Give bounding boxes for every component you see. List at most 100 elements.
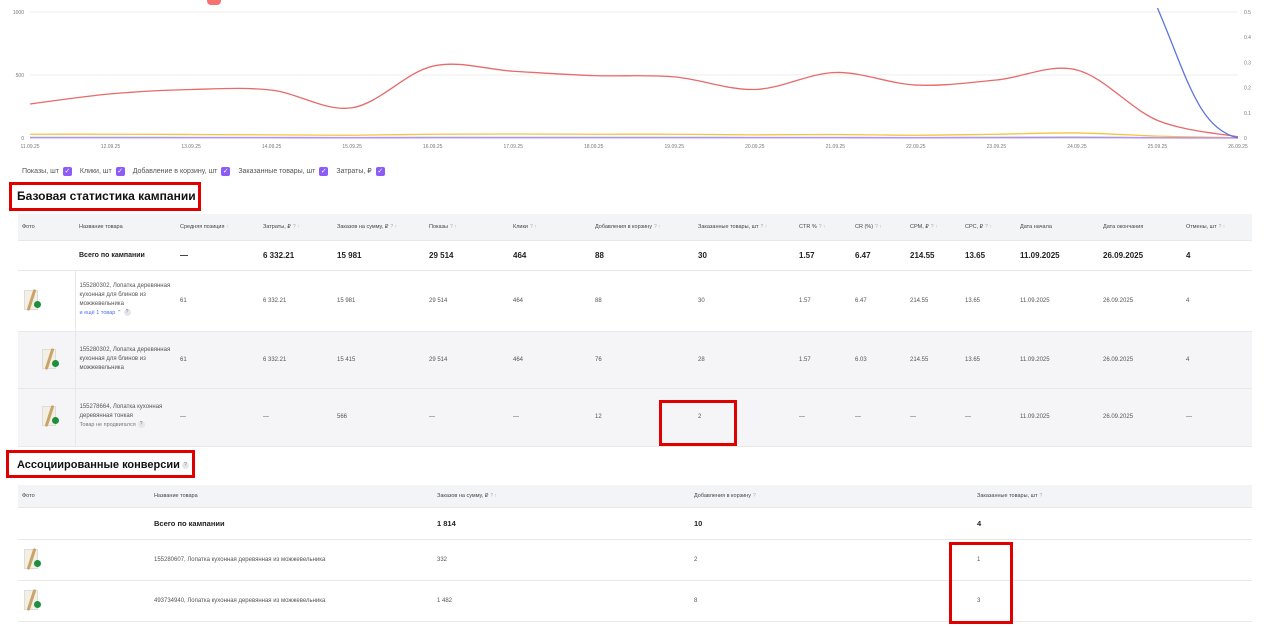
checkbox-checked-icon[interactable]: ✓ <box>375 166 385 176</box>
help-icon: ? <box>752 492 756 499</box>
sort-arrow-icon: ↑ <box>226 223 229 230</box>
cell: 11.09.2025 <box>1020 297 1050 304</box>
cell-name: 493734940, Лопатка кухонная деревянная и… <box>154 597 326 604</box>
sort-arrow-icon: ? ↑ <box>1218 223 1226 230</box>
more-products-link[interactable]: и ещё 1 товар ⌃ <box>79 310 122 317</box>
cell: — <box>263 414 269 420</box>
series-line-1 <box>29 132 1239 139</box>
cell: 76 <box>595 356 602 363</box>
col-clicks[interactable]: Клики? ↑ <box>513 223 537 230</box>
y-right-tick-label: 0.5 <box>1244 10 1251 16</box>
cell: 30 <box>698 297 705 304</box>
checkbox-checked-icon[interactable]: ✓ <box>221 166 231 176</box>
cell: 332 <box>437 556 448 563</box>
cell: 88 <box>595 250 604 260</box>
checkbox-checked-icon[interactable]: ✓ <box>319 166 329 176</box>
legend-item-impressions[interactable]: Показы, шт ✓ <box>22 166 72 176</box>
col-impressions[interactable]: Показы? ↑ <box>429 223 457 230</box>
x-tick-label: 12.09.25 <box>101 144 121 150</box>
cell <box>18 240 75 270</box>
x-tick-label: 18.09.25 <box>584 144 604 150</box>
help-icon[interactable]: ? <box>181 461 189 469</box>
col-cr[interactable]: CR (%)? ↑ <box>855 223 882 230</box>
cell: 26.09.2025 <box>1103 250 1144 260</box>
legend-label: Затраты, ₽ <box>336 168 372 175</box>
col-avg-position[interactable]: Средняя позиция ↑ <box>180 223 229 230</box>
col-cpc[interactable]: CPC, ₽? ↑ <box>965 223 992 230</box>
cell: Всего по кампании <box>79 251 145 259</box>
cell: 29 514 <box>429 356 448 363</box>
product-thumbnail <box>22 547 42 571</box>
cell: 28 <box>698 356 705 363</box>
legend-item-clicks[interactable]: Клики, шт ✓ <box>79 166 125 176</box>
table-row: 155278664, Лопатка кухонная деревянная т… <box>18 388 1252 446</box>
cell-name: 155280607, Лопатка кухонная деревянная и… <box>154 556 326 563</box>
legend-item-costs[interactable]: Затраты, ₽ ✓ <box>336 166 385 176</box>
cell: 6.47 <box>855 250 871 260</box>
x-tick-label: 15.09.25 <box>342 144 362 150</box>
help-icon[interactable]: ? <box>123 309 131 317</box>
cell: 4 <box>977 518 982 528</box>
cell-name: 155280302, Лопатка деревянная кухонная д… <box>79 283 171 317</box>
col-add-to-cart[interactable]: Добавления в корзину? <box>694 492 756 499</box>
sort-arrow-icon: ? ↑ <box>529 223 537 230</box>
cell: 12 <box>595 414 602 420</box>
cell: 214.55 <box>910 250 935 260</box>
cell-photo <box>18 331 76 388</box>
col-costs[interactable]: Затраты, ₽? ↑ <box>263 223 300 230</box>
col-start-date: Дата начала <box>1020 223 1052 230</box>
help-icon[interactable]: ? <box>137 421 145 429</box>
col-add-to-cart[interactable]: Добавления в корзину? ↑ <box>595 223 661 230</box>
cell: 15 415 <box>337 356 356 363</box>
cell: 29 514 <box>429 297 448 304</box>
y-left-tick-label: 500 <box>16 73 25 79</box>
cell: 30 <box>698 250 707 260</box>
table-row: 155280302, Лопатка деревянная кухонная д… <box>18 331 1252 388</box>
cell: 6 332.21 <box>263 356 287 363</box>
table-row-total: Всего по кампании 1 814 10 4 <box>18 507 1252 539</box>
legend-item-ordered[interactable]: Заказанные товары, шт ✓ <box>238 166 329 176</box>
cell-photo <box>18 388 76 446</box>
checkbox-checked-icon[interactable]: ✓ <box>62 166 72 176</box>
x-tick-label: 13.09.25 <box>181 144 201 150</box>
cell: 61 <box>180 297 187 304</box>
legend-label: Клики, шт <box>79 167 112 175</box>
col-cancellations[interactable]: Отмены, шт? ↑ <box>1186 223 1226 230</box>
chart-legend: Показы, шт ✓ Клики, шт ✓ Добавление в корз… <box>22 165 385 177</box>
cell: 11.09.2025 <box>1020 414 1050 420</box>
cell: — <box>799 414 805 420</box>
legend-label: Добавление в корзину, шт <box>132 167 218 175</box>
cell: 13.65 <box>965 297 981 304</box>
col-photo: Фото <box>22 492 35 499</box>
col-photo: Фото <box>22 223 35 230</box>
col-ordered[interactable]: Заказанные товары, шт? <box>977 492 1043 499</box>
cell: 88 <box>595 297 602 304</box>
x-tick-label: 25.09.25 <box>1148 144 1168 150</box>
col-order-sum[interactable]: Заказов на сумму, ₽? ↑ <box>437 492 497 499</box>
assoc-table: Фото Название товара Заказов на сумму, ₽… <box>18 485 1252 622</box>
cell: 464 <box>513 250 527 260</box>
col-ctr[interactable]: CTR %? ↑ <box>799 223 826 230</box>
col-ordered[interactable]: Заказанные товары, шт? ↑ <box>698 223 768 230</box>
sort-arrow-icon: ? ↑ <box>490 492 497 499</box>
x-tick-label: 19.09.25 <box>665 144 685 150</box>
col-order-sum[interactable]: Заказов на сумму, ₽? ↑ <box>337 223 397 230</box>
x-tick-label: 11.09.25 <box>20 144 39 150</box>
cell: 4 <box>1186 250 1191 260</box>
checkbox-checked-icon[interactable]: ✓ <box>115 166 125 176</box>
cell: 6 332.21 <box>263 250 295 260</box>
cell: 26.09.2025 <box>1103 414 1134 420</box>
sort-arrow-icon: ? ↑ <box>930 223 938 230</box>
sort-arrow-icon: ? ↑ <box>653 223 661 230</box>
cell: — <box>513 414 519 420</box>
cell-photo <box>18 270 76 331</box>
y-right-tick-label: 0.3 <box>1244 60 1251 66</box>
x-tick-label: 22.09.25 <box>906 144 926 150</box>
legend-item-add-to-cart[interactable]: Добавление в корзину, шт ✓ <box>132 166 231 176</box>
cell: 1.57 <box>799 250 815 260</box>
stats-line-chart: 0 500 1000 0 0.1 0.2 0.3 0.4 0.5 11.09.25 12.09.25… <box>13 8 1251 150</box>
table-header-row: Фото Название товара Средняя позиция ↑ За… <box>18 214 1252 240</box>
cell: 10 <box>694 518 703 528</box>
cell: 29 514 <box>429 250 454 260</box>
col-cpm[interactable]: CPM, ₽? ↑ <box>910 223 938 230</box>
